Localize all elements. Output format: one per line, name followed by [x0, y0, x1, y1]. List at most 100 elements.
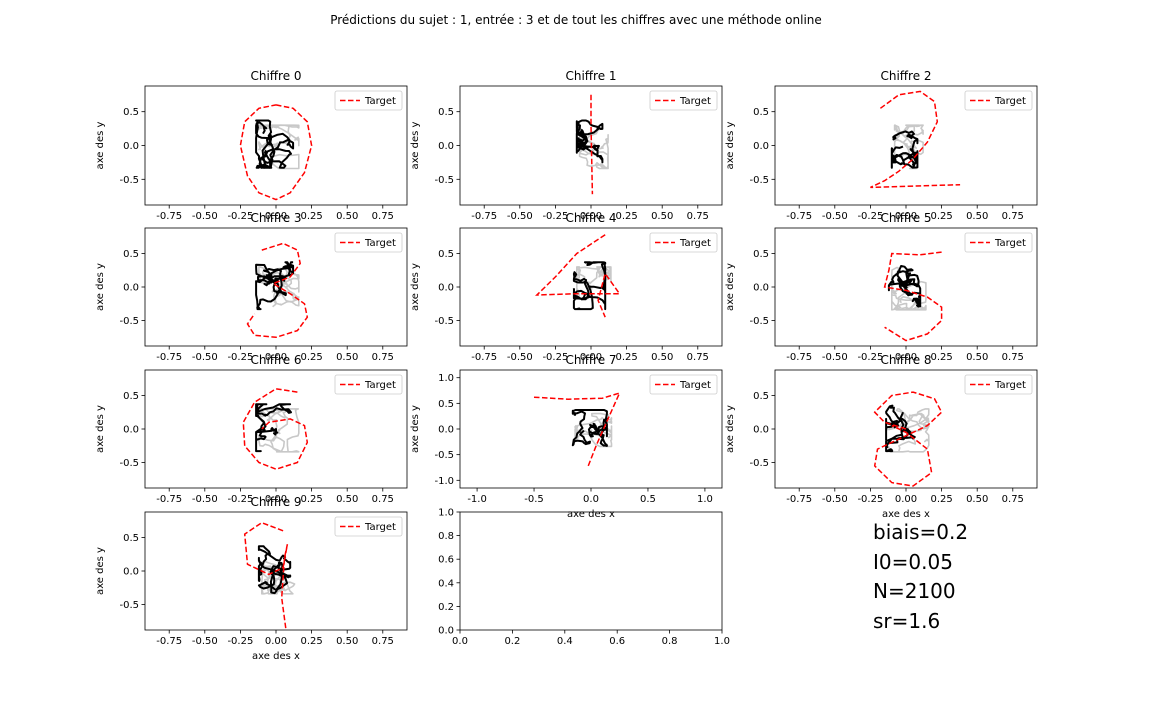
x-tick-label: 0.75 — [687, 211, 709, 222]
subplot-2: -0.75 -0.50 -0.25 0.00 0.25 0.50 0.75 0.5 0.0 -0.… — [725, 69, 1038, 222]
x-tick-label: -0.50 — [192, 636, 218, 647]
x-tick-label: -0.50 — [822, 211, 848, 222]
subplots-group: -0.75 -0.50 -0.25 0.00 0.25 0.50 0.75 0.5 0.0 -0.… — [95, 69, 1038, 662]
x-tick-label: -0.25 — [857, 352, 883, 363]
subplot-title: Chiffre 1 — [565, 69, 616, 83]
legend-target-label: Target — [679, 96, 711, 107]
y-tick-label: 0.2 — [438, 602, 454, 613]
x-tick-label: -0.75 — [471, 211, 497, 222]
legend: Target — [964, 90, 1033, 111]
legend-target-label: Target — [994, 96, 1026, 107]
target-line — [246, 242, 309, 339]
x-tick-label: 0.00 — [265, 352, 287, 363]
y-tick-label: 0.5 — [438, 399, 454, 410]
y-tick-label: -0.5 — [434, 450, 454, 461]
y-axis-label: axe des y — [95, 405, 106, 453]
x-tick-label: 0.0 — [452, 636, 468, 647]
x-tick-label: 0.75 — [1002, 211, 1024, 222]
prediction-black-line — [255, 403, 292, 453]
legend: Target — [964, 374, 1033, 395]
y-tick-label: 0.0 — [753, 141, 769, 152]
x-tick-label: -0.25 — [227, 636, 253, 647]
x-tick-label: 0.25 — [300, 352, 322, 363]
subplot-plot-area — [870, 90, 961, 189]
y-axis-label: axe des y — [95, 547, 106, 595]
target-line — [590, 94, 594, 195]
y-axis-label: axe des y — [95, 121, 106, 169]
target-line — [533, 391, 621, 468]
x-tick-label: 0.00 — [265, 211, 287, 222]
y-tick-label: -0.5 — [749, 175, 769, 186]
x-tick-label: 0.6 — [609, 636, 625, 647]
x-tick-label: 0.75 — [1002, 494, 1024, 505]
x-tick-label: 0.00 — [580, 211, 602, 222]
x-tick-label: -0.50 — [192, 494, 218, 505]
x-tick-label: 0.50 — [651, 211, 673, 222]
x-tick-label: 0.00 — [265, 636, 287, 647]
subplot-plot-area — [242, 388, 309, 470]
subplot-4: -0.75 -0.50 -0.25 0.00 0.25 0.50 0.75 0.5 0.0 -0.… — [410, 211, 723, 363]
param-i0: I0=0.05 — [873, 549, 953, 574]
prediction-black-line — [255, 119, 295, 169]
x-tick-label: 0.25 — [300, 636, 322, 647]
x-tick-label: 0.50 — [336, 211, 358, 222]
legend-box — [649, 90, 718, 111]
y-tick-label: -1.0 — [434, 476, 454, 487]
prediction-gray-line — [258, 124, 300, 170]
param-sr: sr=1.6 — [873, 609, 941, 634]
prediction-black-line — [887, 265, 922, 308]
param-biais: biais=0.2 — [873, 520, 969, 544]
subplot-plot-area — [239, 104, 313, 201]
y-tick-label: -0.5 — [119, 600, 139, 611]
subplot-10: 0.0 0.2 0.4 0.6 0.8 1.0 0.0 0.2 0.4 0.6 0.8 1.0 — [438, 508, 730, 648]
x-tick-label: 0.50 — [966, 211, 988, 222]
y-tick-label: 0.0 — [753, 425, 769, 436]
prediction-gray-line — [258, 408, 300, 453]
y-axis-label: axe des y — [410, 263, 421, 311]
x-axis-label: axe des x — [252, 651, 300, 662]
subplot-0: -0.75 -0.50 -0.25 0.00 0.25 0.50 0.75 0.5 0.0 -0.… — [95, 69, 408, 222]
x-tick-label: -0.75 — [156, 636, 182, 647]
x-tick-label: 0.25 — [300, 494, 322, 505]
y-tick-label: 0.5 — [123, 107, 139, 118]
x-axis-label: axe des x — [567, 509, 615, 520]
y-tick-label: -0.5 — [434, 316, 454, 327]
x-tick-label: -0.50 — [192, 211, 218, 222]
y-tick-label: 0.0 — [123, 283, 139, 294]
prediction-black-line — [572, 261, 607, 311]
x-tick-label: 0.00 — [580, 352, 602, 363]
x-tick-label: -0.50 — [507, 211, 533, 222]
x-tick-label: 0.00 — [895, 352, 917, 363]
prediction-black-line — [571, 409, 608, 447]
legend-box — [649, 374, 718, 395]
x-tick-label: 0.25 — [930, 211, 952, 222]
subplot-title: Chiffre 5 — [880, 211, 931, 225]
x-tick-label: -0.25 — [227, 352, 253, 363]
x-tick-label: 0.75 — [372, 352, 394, 363]
y-axis-label: axe des y — [725, 121, 736, 169]
subplot-plot-area — [575, 94, 609, 195]
x-tick-label: -0.75 — [786, 352, 812, 363]
x-tick-label: 0.00 — [895, 211, 917, 222]
prediction-gray-line — [574, 412, 613, 448]
x-tick-label: -0.50 — [822, 494, 848, 505]
y-axis-label: axe des y — [725, 263, 736, 311]
y-tick-label: 0.5 — [123, 249, 139, 260]
prediction-black-line — [257, 545, 292, 595]
y-tick-label: 0.0 — [123, 141, 139, 152]
target-line — [243, 521, 289, 630]
y-tick-label: -0.5 — [749, 458, 769, 469]
y-tick-label: -0.5 — [119, 175, 139, 186]
subplot-title: Chiffre 8 — [880, 353, 931, 367]
y-tick-label: 0.0 — [438, 141, 454, 152]
legend-target-label: Target — [364, 522, 396, 533]
y-tick-label: 0.0 — [438, 425, 454, 436]
x-tick-label: 0.75 — [372, 636, 394, 647]
subplot-title: Chiffre 3 — [250, 211, 301, 225]
subplot-plot-area — [533, 391, 621, 468]
legend-target-label: Target — [364, 238, 396, 249]
y-tick-label: 0.5 — [753, 249, 769, 260]
x-tick-label: -0.50 — [822, 352, 848, 363]
figure-title: Prédictions du sujet : 1, entrée : 3 et … — [330, 13, 822, 27]
